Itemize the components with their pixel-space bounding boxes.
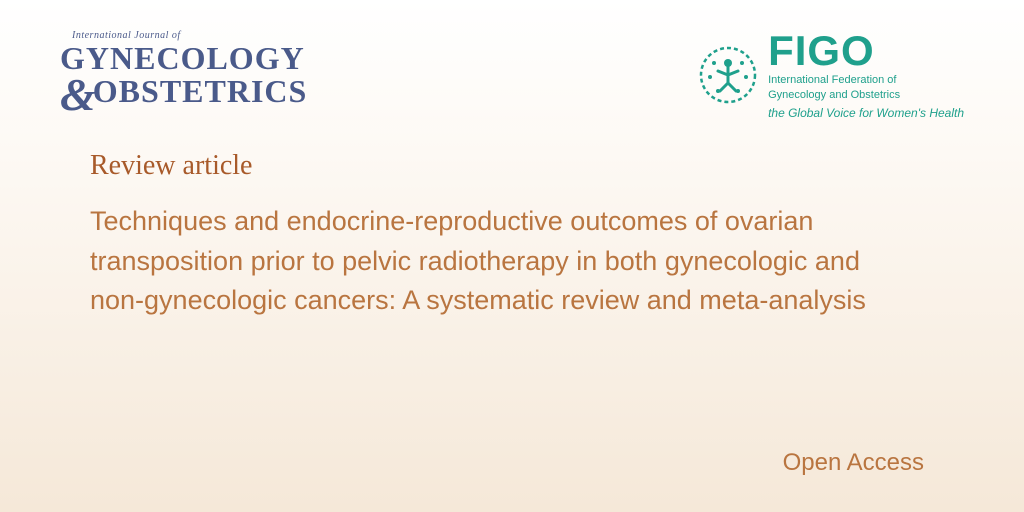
article-category: Review article xyxy=(90,150,934,182)
figo-name: FIGO xyxy=(768,30,964,72)
figo-icon xyxy=(698,45,758,105)
content: Review article Techniques and endocrine-… xyxy=(0,120,1024,319)
open-access-label: Open Access xyxy=(783,449,924,477)
figo-logo: FIGO International Federation of Gynecol… xyxy=(698,30,964,120)
figo-text-block: FIGO International Federation of Gynecol… xyxy=(768,30,964,120)
journal-logo: International Journal of GYNECOLOGY &OBS… xyxy=(60,30,307,117)
header: International Journal of GYNECOLOGY &OBS… xyxy=(0,0,1024,120)
journal-line2: OBSTETRICS xyxy=(93,73,308,109)
figo-sub1: International Federation of xyxy=(768,74,964,87)
figo-sub2: Gynecology and Obstetrics xyxy=(768,89,964,102)
figo-tagline: the Global Voice for Women's Health xyxy=(768,106,964,120)
journal-title: GYNECOLOGY &OBSTETRICS xyxy=(60,43,307,117)
journal-ampersand: & xyxy=(60,69,97,120)
article-title: Techniques and endocrine-reproductive ou… xyxy=(90,202,910,319)
